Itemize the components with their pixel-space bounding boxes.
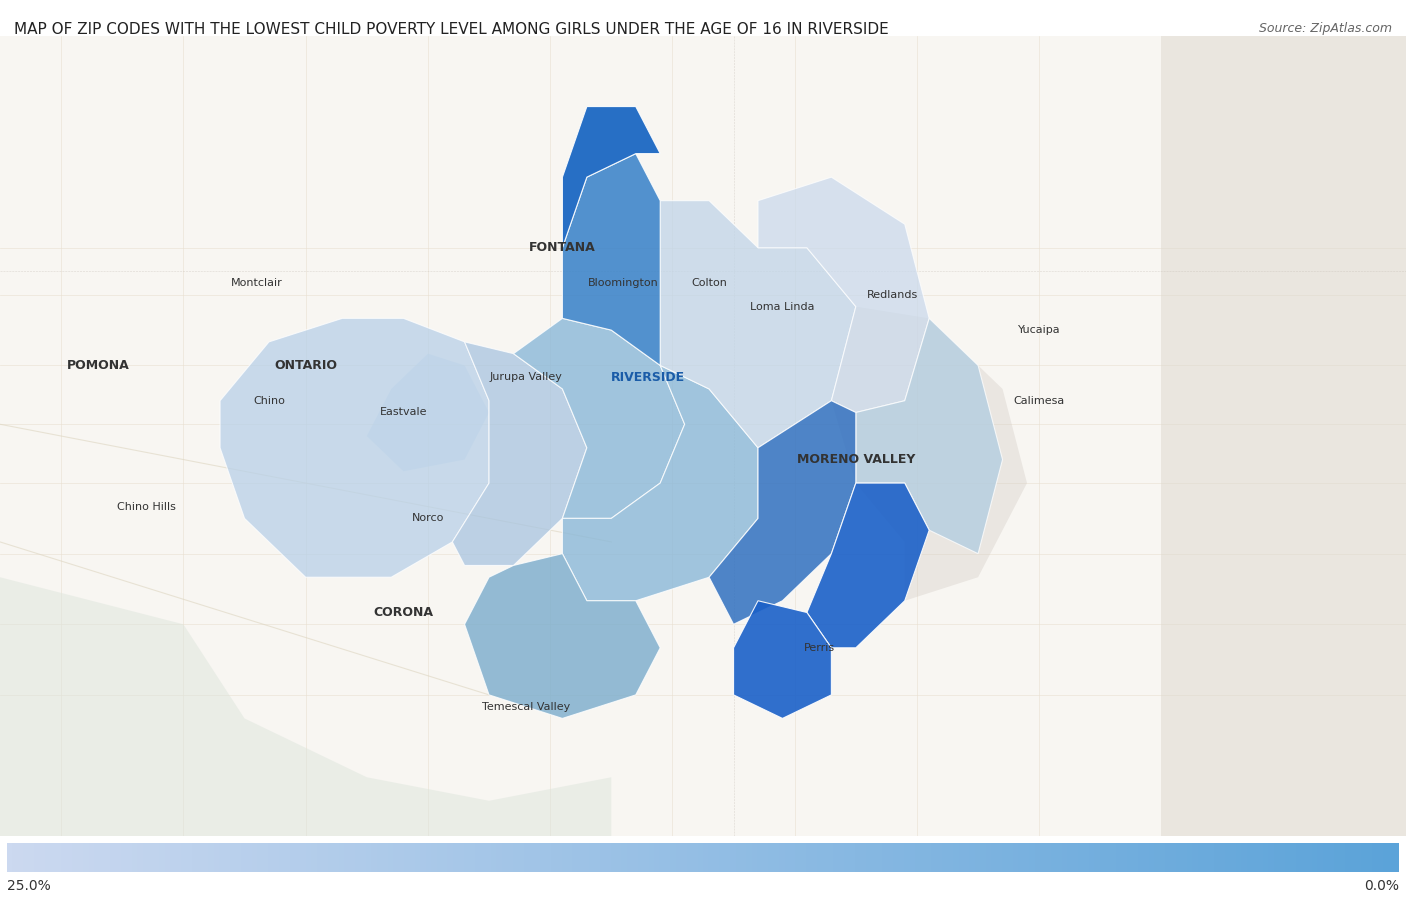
Polygon shape xyxy=(807,483,929,648)
Text: 25.0%: 25.0% xyxy=(7,879,51,894)
Text: Source: ZipAtlas.com: Source: ZipAtlas.com xyxy=(1258,22,1392,35)
Text: Redlands: Redlands xyxy=(868,289,918,300)
Text: Eastvale: Eastvale xyxy=(380,407,427,417)
Polygon shape xyxy=(221,318,489,577)
Polygon shape xyxy=(856,318,1002,554)
Text: MORENO VALLEY: MORENO VALLEY xyxy=(797,453,915,466)
Polygon shape xyxy=(562,107,661,248)
Polygon shape xyxy=(1161,36,1406,836)
Text: Temescal Valley: Temescal Valley xyxy=(482,701,569,712)
Polygon shape xyxy=(0,577,612,836)
Polygon shape xyxy=(758,177,929,413)
Polygon shape xyxy=(709,401,856,624)
Polygon shape xyxy=(513,318,685,519)
Text: Loma Linda: Loma Linda xyxy=(751,301,814,312)
Text: Colton: Colton xyxy=(692,278,727,288)
Polygon shape xyxy=(464,554,661,718)
Text: Chino: Chino xyxy=(253,396,285,405)
Text: ONTARIO: ONTARIO xyxy=(274,359,337,372)
Polygon shape xyxy=(562,154,661,365)
Text: Montclair: Montclair xyxy=(231,278,283,288)
Polygon shape xyxy=(453,342,586,565)
Text: Perris: Perris xyxy=(804,643,835,653)
Polygon shape xyxy=(367,353,489,471)
Polygon shape xyxy=(734,601,831,718)
Polygon shape xyxy=(831,307,1026,601)
Text: Bloomington: Bloomington xyxy=(588,278,659,288)
Text: POMONA: POMONA xyxy=(66,359,129,372)
Text: CORONA: CORONA xyxy=(374,606,433,619)
Polygon shape xyxy=(562,365,758,601)
Text: 0.0%: 0.0% xyxy=(1364,879,1399,894)
Text: Jurupa Valley: Jurupa Valley xyxy=(489,372,562,382)
Text: FONTANA: FONTANA xyxy=(529,241,596,254)
Text: Norco: Norco xyxy=(412,513,444,523)
Text: RIVERSIDE: RIVERSIDE xyxy=(612,370,685,384)
Polygon shape xyxy=(661,200,856,448)
Text: Chino Hills: Chino Hills xyxy=(117,502,176,512)
Text: MAP OF ZIP CODES WITH THE LOWEST CHILD POVERTY LEVEL AMONG GIRLS UNDER THE AGE O: MAP OF ZIP CODES WITH THE LOWEST CHILD P… xyxy=(14,22,889,38)
Text: Yucaipa: Yucaipa xyxy=(1018,325,1060,335)
Text: Calimesa: Calimesa xyxy=(1014,396,1064,405)
